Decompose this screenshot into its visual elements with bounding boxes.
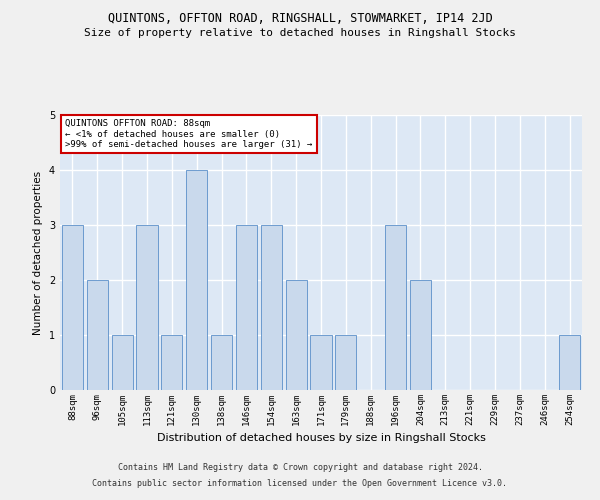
Bar (385, 225, 406, 390)
Bar (236, 225, 257, 390)
Text: Contains HM Land Registry data © Crown copyright and database right 2024.: Contains HM Land Registry data © Crown c… (118, 464, 482, 472)
Bar (261, 225, 282, 390)
Bar (410, 280, 431, 390)
Bar (62, 225, 83, 390)
Bar (310, 335, 332, 390)
X-axis label: Distribution of detached houses by size in Ringshall Stocks: Distribution of detached houses by size … (157, 434, 485, 444)
Text: Contains public sector information licensed under the Open Government Licence v3: Contains public sector information licen… (92, 478, 508, 488)
Y-axis label: Number of detached properties: Number of detached properties (34, 170, 43, 334)
Bar (87, 280, 108, 390)
Text: QUINTONS, OFFTON ROAD, RINGSHALL, STOWMARKET, IP14 2JD: QUINTONS, OFFTON ROAD, RINGSHALL, STOWMA… (107, 12, 493, 26)
Bar (161, 335, 182, 390)
Bar (186, 170, 207, 390)
Bar (286, 280, 307, 390)
Text: Size of property relative to detached houses in Ringshall Stocks: Size of property relative to detached ho… (84, 28, 516, 38)
Bar (112, 335, 133, 390)
Text: QUINTONS OFFTON ROAD: 88sqm
← <1% of detached houses are smaller (0)
>99% of sem: QUINTONS OFFTON ROAD: 88sqm ← <1% of det… (65, 119, 313, 149)
Bar (136, 225, 158, 390)
Bar (211, 335, 232, 390)
Bar (559, 335, 580, 390)
Bar (335, 335, 356, 390)
